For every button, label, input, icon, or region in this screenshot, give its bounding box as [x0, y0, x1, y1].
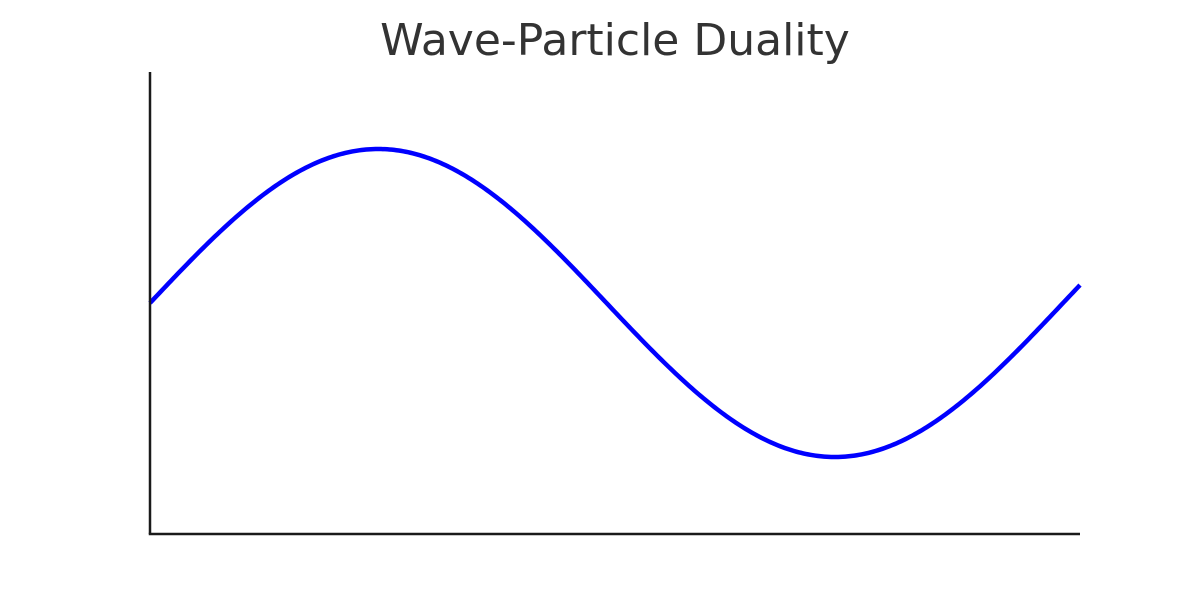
plot-area: [148, 72, 1082, 536]
series-line-0: [148, 146, 1082, 460]
chart-title: Wave-Particle Duality: [380, 15, 850, 66]
